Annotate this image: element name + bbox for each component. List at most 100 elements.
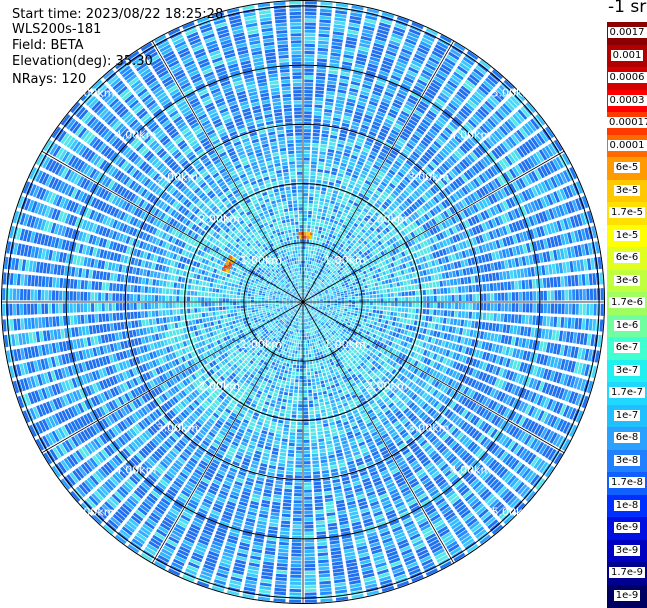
scan-cell: [317, 176, 322, 180]
scan-cell: [389, 284, 393, 288]
scan-cell: [368, 597, 381, 603]
scan-cell: [330, 200, 335, 204]
scan-cell: [320, 406, 325, 410]
scan-cell: [361, 275, 365, 279]
scan-cell: [561, 276, 565, 287]
scan-cell: [592, 273, 596, 285]
scan-cell: [319, 34, 330, 38]
scan-cell: [490, 283, 494, 291]
scan-cell: [457, 319, 461, 326]
scan-cell: [373, 295, 376, 298]
scan-cell: [331, 238, 335, 242]
scan-cell: [330, 422, 336, 426]
scan-cell: [321, 366, 325, 370]
scan-cell: [391, 303, 394, 307]
scan-cell: [316, 73, 325, 77]
scan-cell: [589, 319, 593, 331]
scan-cell: [304, 286, 305, 289]
scan-cell: [424, 336, 428, 342]
scan-cell: [307, 229, 310, 232]
scan-cell: [355, 291, 358, 294]
scan-cell: [369, 309, 372, 312]
scan-cell: [319, 158, 325, 162]
scan-cell: [334, 395, 339, 399]
scan-cell: [366, 323, 370, 327]
scan-cell: [490, 263, 494, 271]
scan-cell: [336, 375, 340, 379]
scan-cell: [430, 296, 433, 301]
scan-cell: [317, 234, 320, 238]
scan-cell: [305, 47, 315, 50]
scan-cell: [443, 318, 447, 324]
scan-cell: [334, 368, 338, 372]
scan-cell: [392, 332, 396, 337]
scan-cell: [348, 305, 351, 307]
scan-cell: [466, 294, 469, 301]
scan-cell: [541, 329, 545, 339]
scan-cell: [387, 311, 390, 315]
scan-cell: [508, 282, 512, 291]
scan-cell: [407, 319, 411, 324]
scan-cell: [334, 380, 338, 384]
scan-cell: [482, 274, 486, 282]
scan-cell: [341, 304, 344, 306]
scan-cell: [372, 313, 375, 316]
scan-cell: [456, 327, 460, 334]
scan-cell: [446, 573, 458, 582]
scan-cell: [447, 311, 450, 317]
scan-cell: [575, 275, 579, 286]
scan-cell: [310, 172, 315, 175]
scan-cell: [304, 94, 312, 97]
scan-cell: [530, 291, 533, 300]
scan-cell: [370, 280, 374, 284]
scan-cell: [387, 325, 391, 329]
scan-cell: [307, 326, 309, 329]
scan-cell: [313, 364, 316, 367]
scan-cell: [315, 194, 320, 198]
scan-cell: [315, 101, 323, 105]
scan-cell: [445, 326, 449, 332]
scan-cell: [601, 304, 604, 316]
scan-cell: [310, 186, 315, 189]
scan-cell: [327, 390, 331, 394]
scan-cell: [459, 295, 462, 301]
scan-cell: [330, 219, 334, 223]
scan-cell: [421, 335, 425, 341]
scan-cell: [321, 137, 328, 141]
scan-cell: [331, 304, 334, 305]
scan-cell: [303, 261, 305, 264]
scan-cell: [331, 197, 336, 201]
scan-cell: [305, 26, 316, 29]
scan-cell: [573, 261, 577, 272]
scan-cell: [327, 156, 333, 160]
scan-cell: [304, 197, 308, 200]
scan-cell: [476, 303, 479, 310]
scan-cell: [326, 441, 332, 445]
scan-cell: [347, 312, 350, 315]
scan-cell: [365, 312, 368, 315]
scan-cell: [327, 84, 336, 88]
scan-cell: [457, 278, 461, 285]
scan-cell: [332, 479, 340, 483]
scan-cell: [304, 79, 313, 82]
scan-cell: [486, 313, 490, 321]
scan-cell: [312, 218, 316, 221]
scan-cell: [304, 101, 312, 104]
scan-cell: [326, 408, 331, 412]
scan-cell: [304, 179, 309, 182]
scan-cell: [588, 193, 595, 206]
scan-cell: [437, 332, 441, 338]
scan-cell: [382, 281, 386, 285]
scan-cell: [341, 352, 345, 356]
scan-cell: [305, 37, 316, 40]
scan-cell: [330, 425, 336, 429]
scan-cell: [469, 267, 473, 274]
scan-cell: [315, 375, 319, 378]
scan-cell: [329, 70, 339, 74]
scan-cell: [386, 284, 390, 288]
scan-cell: [386, 0, 399, 5]
scan-cell: [600, 385, 606, 398]
scan-cell: [386, 316, 390, 320]
scan-cell: [320, 257, 323, 260]
scan-cell: [326, 159, 332, 163]
